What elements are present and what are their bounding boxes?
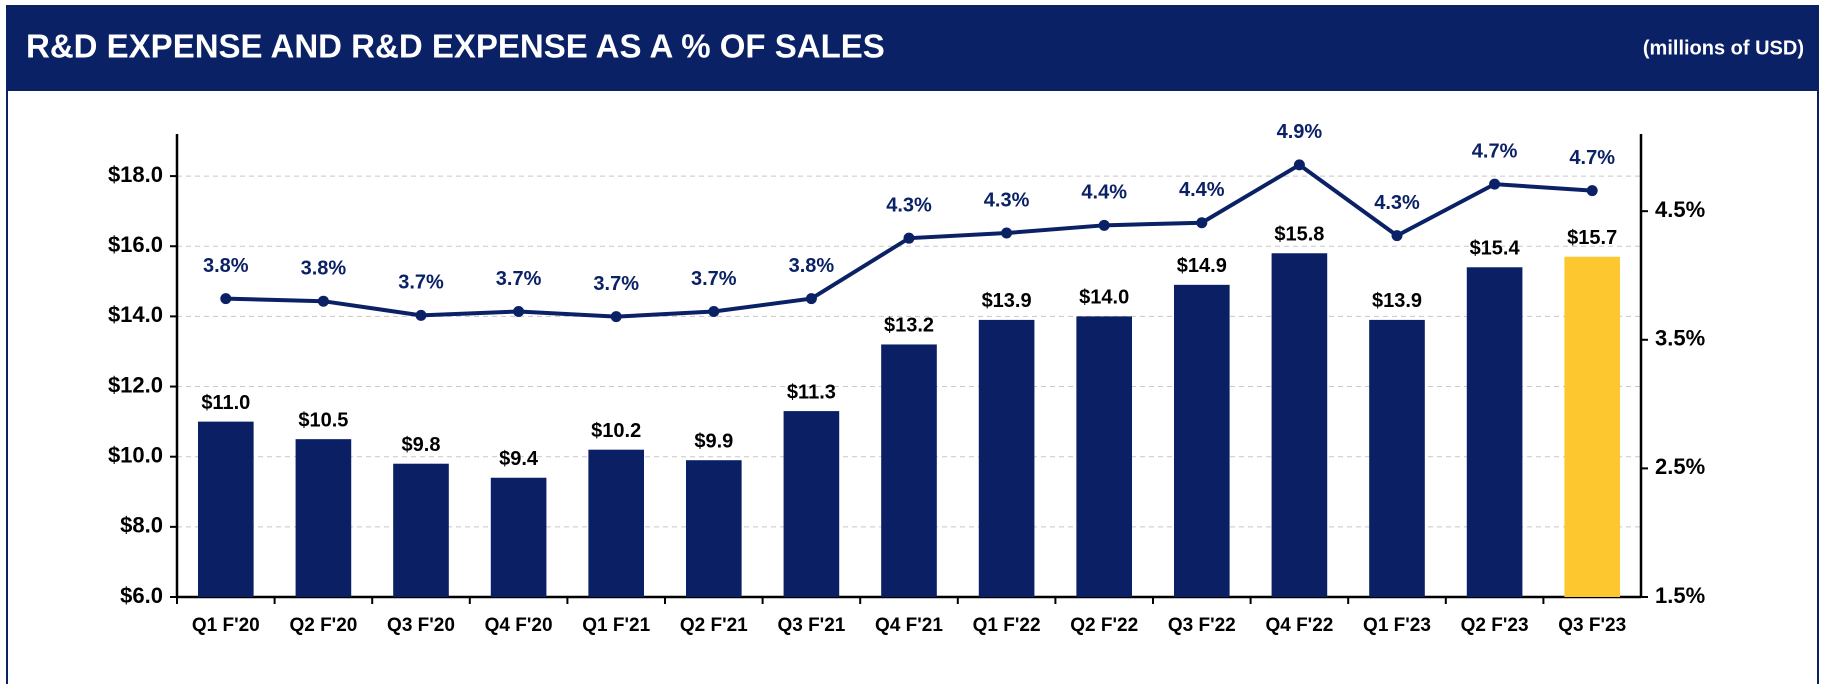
bar-label: $9.9	[694, 430, 733, 452]
y-tick-label: $12.0	[108, 372, 163, 397]
x-tick-label: Q4 F'21	[875, 615, 943, 636]
bar	[1564, 256, 1621, 597]
y-tick-label: $6.0	[120, 583, 163, 608]
bar	[490, 477, 547, 597]
x-tick-label: Q3 F'20	[387, 615, 455, 636]
line-point	[415, 309, 427, 321]
line-label: 4.3%	[984, 189, 1030, 211]
bar-label: $14.9	[1177, 255, 1227, 277]
bar	[197, 421, 254, 597]
x-tick-label: Q2 F'22	[1070, 615, 1138, 636]
bar	[783, 411, 840, 597]
chart-subtitle: (millions of USD)	[1643, 37, 1804, 59]
x-tick-label: Q3 F'22	[1168, 615, 1236, 636]
line-label: 3.8%	[301, 257, 347, 279]
line-point	[1293, 159, 1305, 171]
bar	[588, 449, 645, 597]
bar	[1369, 319, 1425, 597]
x-tick-label: Q3 F'21	[777, 615, 845, 636]
bar-label: $14.0	[1079, 287, 1129, 309]
bar	[978, 319, 1035, 597]
y-tick-label: $18.0	[108, 162, 163, 187]
x-tick-label: Q2 F'20	[289, 615, 357, 636]
line-label: 3.7%	[691, 268, 737, 290]
bar-label: $10.5	[298, 409, 348, 431]
line-label: 4.4%	[1179, 179, 1225, 201]
line-point	[1391, 230, 1403, 242]
line-point	[1098, 219, 1110, 231]
line-point	[1586, 185, 1598, 197]
y2-tick-label: 3.5%	[1655, 326, 1705, 351]
bar-label: $15.4	[1470, 238, 1521, 260]
x-tick-label: Q2 F'23	[1461, 615, 1529, 636]
bar-label: $13.9	[982, 290, 1032, 312]
x-tick-label: Q1 F'21	[582, 615, 650, 636]
bar-label: $13.2	[884, 315, 934, 337]
line-point	[513, 305, 525, 317]
x-tick-label: Q4 F'20	[485, 615, 553, 636]
bar-label: $13.9	[1372, 290, 1422, 312]
bar-label: $11.0	[201, 392, 250, 414]
y-tick-label: $8.0	[120, 513, 163, 538]
y-tick-label: $10.0	[108, 443, 163, 468]
x-tick-label: Q1 F'22	[973, 615, 1041, 636]
line-label: 4.7%	[1569, 147, 1615, 169]
x-tick-label: Q2 F'21	[680, 615, 748, 636]
line-label: 3.7%	[496, 268, 542, 290]
line-label: 4.3%	[1374, 192, 1420, 214]
line-label: 4.9%	[1277, 121, 1323, 143]
chart-title: R&D EXPENSE AND R&D EXPENSE AS A % OF SA…	[26, 28, 885, 65]
y-tick-label: $14.0	[108, 302, 163, 327]
bar-label: $10.2	[591, 420, 641, 442]
line-label: 4.7%	[1472, 140, 1518, 162]
line-point	[317, 295, 329, 307]
y2-tick-label: 2.5%	[1655, 454, 1705, 479]
bar	[685, 460, 742, 597]
y2-tick-label: 1.5%	[1655, 583, 1705, 608]
line-label: 3.8%	[203, 255, 249, 277]
line-point	[610, 311, 622, 323]
x-tick-label: Q4 F'22	[1265, 615, 1333, 636]
line-label: 3.8%	[789, 255, 835, 277]
line-point	[805, 293, 817, 305]
line-point	[1489, 178, 1501, 190]
x-tick-label: Q3 F'23	[1558, 615, 1626, 636]
line-label: 4.3%	[886, 194, 932, 216]
bar	[1173, 284, 1230, 597]
bar	[295, 439, 352, 597]
bar-label: $15.8	[1274, 224, 1324, 246]
x-tick-label: Q1 F'23	[1363, 615, 1431, 636]
line-point	[1001, 227, 1013, 239]
line-point	[903, 232, 915, 244]
bar	[1271, 253, 1328, 597]
x-tick-label: Q1 F'20	[192, 615, 260, 636]
line-point	[1196, 217, 1208, 229]
bar	[393, 463, 449, 597]
header	[6, 6, 1819, 91]
line-point	[708, 305, 720, 317]
line-label: 3.7%	[593, 273, 639, 295]
bar-label: $11.3	[787, 381, 836, 403]
line-label: 3.7%	[398, 272, 444, 294]
bar-label: $15.7	[1567, 227, 1617, 249]
bar	[881, 344, 937, 597]
line-point	[220, 293, 232, 305]
bar-label: $9.8	[402, 434, 441, 456]
y2-tick-label: 4.5%	[1655, 197, 1705, 222]
bar	[1076, 316, 1133, 597]
line-label: 4.4%	[1081, 182, 1127, 204]
y-tick-label: $16.0	[108, 232, 163, 257]
bar	[1466, 267, 1523, 597]
bar-label: $9.4	[499, 448, 539, 470]
